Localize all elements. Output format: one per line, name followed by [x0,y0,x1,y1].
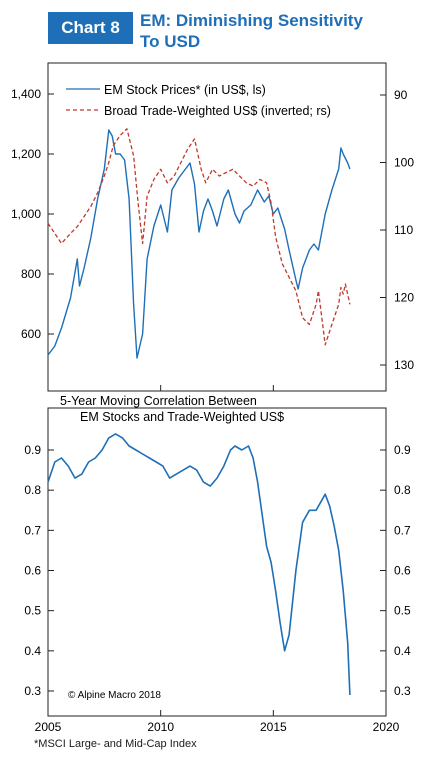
x-axis-tick-label: 2005 [35,720,62,734]
right-axis-tick-label: 120 [394,291,414,305]
corr-right-axis-tick-label: 0.4 [394,644,411,658]
corr-right-axis-tick-label: 0.8 [394,483,411,497]
correlation-line [47,433,351,696]
legend-usd-label: Broad Trade-Weighted US$ (inverted; rs) [104,104,331,118]
corr-left-axis-tick-label: 0.4 [24,644,41,658]
top-panel-frame [47,62,387,392]
corr-left-axis-tick-label: 0.5 [24,604,41,618]
legend-em-label: EM Stock Prices* (in US$, ls) [104,83,266,97]
corr-left-axis-tick-label: 0.9 [24,443,41,457]
corr-left-axis-tick-label: 0.3 [24,684,41,698]
right-axis-tick-label: 130 [394,358,414,372]
right-axis-tick-label: 90 [394,88,408,102]
footnote: *MSCI Large- and Mid-Cap Index [34,738,197,750]
chart-title-line-2: To USD [140,32,201,51]
corr-left-axis-tick-label: 0.8 [24,483,41,497]
bottom-panel-frame [47,407,387,717]
corr-left-axis-tick-label: 0.7 [24,523,41,537]
right-axis-tick-label: 110 [394,223,413,237]
corr-right-axis-tick-label: 0.9 [394,443,411,457]
left-axis-tick-label: 1,200 [11,147,41,161]
legend: EM Stock Prices* (in US$, ls) Broad Trad… [66,83,331,118]
chart-title: EM: Diminishing Sensitivity To USD [140,10,425,52]
corr-left-axis-tick-label: 0.6 [24,564,41,578]
corr-right-axis-tick-label: 0.5 [394,604,411,618]
corr-title-line-2: EM Stocks and Trade-Weighted US$ [80,410,284,424]
corr-title-line-1: 5-Year Moving Correlation Between [60,394,257,408]
corr-right-axis-tick-label: 0.6 [394,564,411,578]
right-axis-tick-label: 100 [394,156,414,170]
chart-number-badge: Chart 8 [48,12,133,44]
chart-header: Chart 8 EM: Diminishing Sensitivity To U… [0,0,431,58]
corr-right-axis-tick-label: 0.3 [394,684,411,698]
left-axis-tick-label: 1,000 [11,207,41,221]
corr-right-axis-tick-label: 0.7 [394,523,411,537]
left-axis-tick-label: 600 [21,327,41,341]
trade-weighted-usd-line [47,128,351,346]
x-axis-tick-label: 2015 [260,720,287,734]
chart-title-line-1: EM: Diminishing Sensitivity [140,11,363,30]
left-axis-tick-label: 800 [21,267,41,281]
copyright-label: © Alpine Macro 2018 [68,690,161,701]
x-axis-tick-label: 2020 [373,720,400,734]
left-axis-tick-label: 1,400 [11,87,41,101]
x-axis-tick-label: 2010 [147,720,174,734]
em-stock-prices-line [47,129,351,359]
